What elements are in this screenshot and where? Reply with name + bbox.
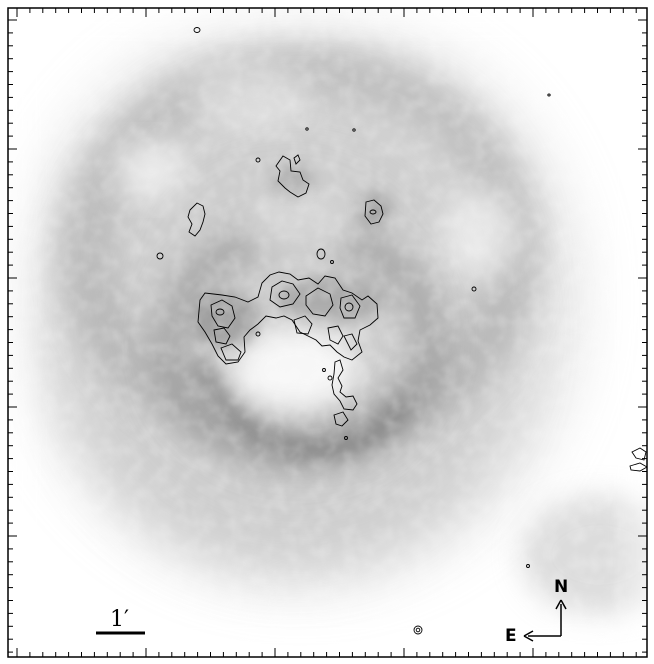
compass-east-label: E — [505, 626, 517, 646]
intensity-contours — [156, 27, 647, 635]
compass-north-label: N — [554, 577, 568, 597]
compass: N E — [505, 577, 568, 646]
north-arrow-icon — [555, 599, 567, 610]
scale-bar: 1′ — [96, 607, 145, 635]
emission-map — [8, 8, 647, 657]
plot-frame — [7, 7, 648, 658]
scale-bar-label: 1′ — [110, 607, 129, 632]
east-arrow-icon — [523, 630, 534, 642]
